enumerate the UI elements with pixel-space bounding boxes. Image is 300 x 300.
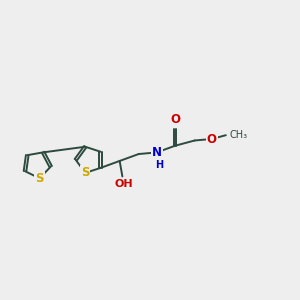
Text: S: S <box>81 167 89 179</box>
Text: CH₃: CH₃ <box>230 130 248 140</box>
Text: O: O <box>207 133 217 146</box>
Text: O: O <box>170 113 180 126</box>
Text: H: H <box>155 160 163 170</box>
Text: N: N <box>152 146 162 159</box>
Text: OH: OH <box>114 179 133 189</box>
Text: S: S <box>35 172 44 185</box>
